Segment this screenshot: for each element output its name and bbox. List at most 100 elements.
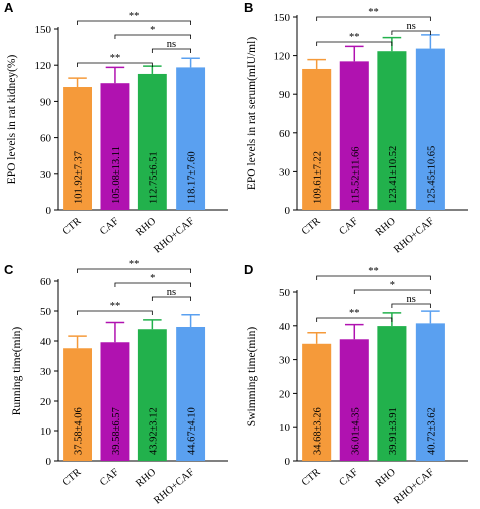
bar-ctr	[63, 348, 92, 461]
significance-bracket	[316, 317, 393, 322]
bar-value-label: 44.67±4.10	[187, 407, 198, 455]
bar-caf	[339, 61, 369, 211]
y-tick-label: 30	[279, 355, 291, 367]
bar-value-label: 125.45±10.65	[426, 146, 437, 204]
significance-bracket	[77, 310, 153, 315]
x-tick-label: CAF	[337, 467, 360, 489]
bar-ctr	[302, 343, 332, 461]
x-tick-label: RHO	[134, 467, 158, 490]
significance-label: **	[110, 53, 121, 64]
y-tick-label: 120	[274, 51, 291, 63]
bar-rho	[377, 326, 407, 461]
significance-label: *	[150, 25, 155, 36]
significance-bracket	[114, 34, 191, 39]
significance-label: ns	[406, 294, 415, 305]
bar-rho-caf	[415, 323, 445, 461]
bar-value-label: 43.92±3.12	[148, 407, 159, 455]
bar-value-label: 118.17±7.60	[187, 151, 198, 204]
x-tick-label: RHO+CAF	[152, 216, 196, 256]
panel-c: C Running time(min) 0 10 20 30 40 50 60 37.58±4.0…	[4, 259, 228, 506]
x-tick-label: RHO	[134, 216, 158, 239]
panel-letter: D	[244, 262, 253, 277]
y-axis-label: EPO levels in rat serum(mIU/ml)	[246, 37, 258, 190]
bar-value-label: 112.75±6.51	[148, 151, 159, 204]
significance-label: **	[110, 301, 121, 312]
significance-bracket	[391, 30, 431, 35]
y-tick-label: 30	[40, 169, 52, 181]
y-tick-label: 150	[274, 12, 291, 24]
significance-label: **	[368, 266, 379, 277]
significance-label: **	[349, 308, 360, 319]
x-tick-label: CTR	[300, 467, 323, 489]
bar-caf	[100, 83, 130, 210]
significance-bracket	[114, 282, 191, 287]
bar-rho	[137, 73, 167, 210]
significance-label: ns	[406, 21, 415, 32]
x-tick-label: CTR	[61, 216, 84, 238]
y-axis-label: Running time(min)	[11, 327, 23, 416]
bar-caf	[100, 342, 130, 461]
significance-bracket	[316, 275, 431, 280]
x-tick-label: RHO+CAF	[392, 216, 436, 256]
significance-label: **	[349, 32, 360, 43]
y-tick-label: 0	[46, 456, 52, 468]
x-tick-label: CTR	[300, 216, 323, 238]
bar-value-label: 115.52±11.66	[350, 147, 361, 204]
y-tick-label: 50	[40, 306, 52, 318]
y-tick-label: 150	[35, 24, 52, 36]
panel-letter: C	[4, 262, 14, 277]
bar-value-label: 37.58±4.06	[74, 407, 85, 455]
bar-rho-caf	[415, 48, 445, 211]
bar-rho-caf	[176, 326, 206, 461]
bar-value-label: 39.91±3.91	[388, 407, 399, 455]
bar-ctr	[63, 87, 92, 210]
bar-value-label: 109.61±7.22	[313, 151, 324, 204]
y-tick-label: 0	[46, 205, 52, 217]
bar-rho	[137, 329, 167, 461]
bar-value-label: 123.41±10.52	[388, 146, 399, 204]
significance-label: ns	[167, 39, 176, 50]
significance-bracket	[391, 303, 431, 308]
y-tick-label: 40	[40, 336, 52, 348]
y-tick-label: 20	[40, 396, 52, 408]
x-tick-label: RHO+CAF	[152, 467, 196, 507]
significance-bracket	[77, 268, 191, 273]
bar-value-label: 40.72±3.62	[426, 407, 437, 455]
y-tick-label: 90	[279, 89, 291, 101]
y-tick-label: 40	[279, 321, 291, 333]
panel-letter: B	[244, 0, 253, 15]
y-tick-label: 0	[285, 456, 291, 468]
y-tick-label: 60	[40, 276, 52, 288]
y-tick-label: 20	[279, 388, 291, 400]
x-tick-label: CTR	[61, 467, 84, 489]
panel-a: A EPO levels in rat kidney(%) 0 30 60 90 120 15…	[4, 0, 228, 255]
bar-rho-caf	[176, 67, 206, 210]
y-tick-label: 0	[285, 205, 291, 217]
x-tick-label: CAF	[98, 467, 121, 489]
significance-bracket	[316, 16, 431, 21]
significance-bracket	[77, 62, 153, 67]
y-axis-label: EPO levels in rat kidney(%)	[6, 55, 18, 185]
y-tick-label: 90	[40, 96, 52, 108]
y-tick-label: 120	[35, 60, 52, 72]
significance-bracket	[316, 41, 393, 46]
x-tick-label: CAF	[337, 216, 360, 238]
bar-value-label: 101.92±7.37	[74, 151, 85, 204]
significance-bracket	[77, 20, 191, 25]
y-tick-label: 30	[279, 166, 291, 178]
significance-label: *	[390, 280, 395, 291]
significance-bracket	[353, 289, 431, 294]
significance-label: **	[129, 259, 140, 270]
x-tick-label: RHO	[374, 216, 398, 239]
bar-value-label: 34.68±3.26	[313, 407, 324, 455]
significance-label: *	[150, 273, 155, 284]
bar-rho	[377, 51, 407, 211]
bar-ctr	[302, 68, 332, 210]
significance-label: ns	[167, 287, 176, 298]
x-tick-label: RHO	[374, 467, 398, 490]
panel-letter: A	[4, 0, 14, 15]
y-tick-label: 50	[279, 287, 291, 299]
y-tick-label: 30	[40, 366, 52, 378]
x-tick-label: RHO+CAF	[392, 467, 436, 507]
significance-bracket	[151, 296, 191, 301]
